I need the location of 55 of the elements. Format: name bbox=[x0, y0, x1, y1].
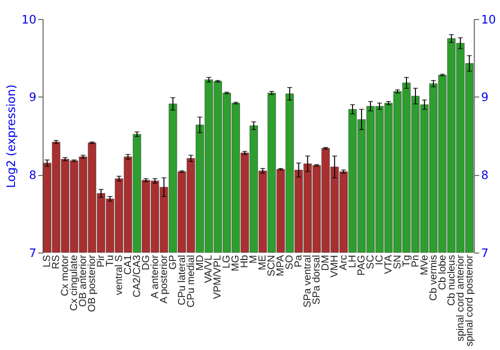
x-tick-label: LH bbox=[347, 254, 358, 268]
x-tick-label: SN bbox=[392, 254, 404, 270]
x-tick-label: VMH bbox=[330, 254, 340, 278]
x-tick-label: MPA bbox=[276, 254, 287, 276]
x-tick-label: A anterior bbox=[150, 254, 161, 298]
x-tick-label: CA1 bbox=[122, 254, 134, 275]
y2-tick-label: 7 bbox=[481, 246, 488, 260]
x-tick-label: MG bbox=[230, 254, 242, 272]
x-tick-label: CA2/CA3 bbox=[132, 254, 143, 298]
x-tick-label: Pn bbox=[410, 254, 422, 268]
x-tick-label: LG bbox=[222, 254, 233, 269]
x-tick-label: CPu medial bbox=[186, 254, 197, 308]
x-tick-label: LS bbox=[42, 254, 54, 268]
x-tick-label: PAG bbox=[356, 254, 368, 276]
y-tick-label: 7 bbox=[28, 246, 36, 260]
x-tick-label: SCN bbox=[266, 254, 278, 276]
x-tick-label: MVe bbox=[419, 254, 430, 276]
x-tick-label: Pa bbox=[294, 254, 305, 268]
x-tick-label: Arc bbox=[338, 254, 350, 270]
y-tick-label: 10 bbox=[22, 12, 36, 26]
x-tick-label: Cb lobe bbox=[437, 254, 448, 290]
y-axis-title: Log2 (expression) bbox=[4, 84, 18, 188]
x-tick-label: M bbox=[248, 254, 260, 264]
x-tick-label: SC bbox=[365, 254, 376, 270]
x-tick-label: VA/VL bbox=[204, 254, 215, 284]
y-tick-label: 8 bbox=[28, 168, 36, 182]
x-tick-label: Pir bbox=[96, 254, 107, 268]
x-tick-label: DM bbox=[320, 254, 332, 271]
x-tick-label: GP bbox=[168, 254, 179, 270]
x-tick-label: spinal cord anterior bbox=[455, 254, 466, 342]
x-tick-label: Cx motor bbox=[60, 254, 71, 296]
x-tick-label: SPa dorsal bbox=[312, 254, 323, 305]
x-tick-label: ME bbox=[258, 254, 269, 270]
x-tick-label: CPu lateral bbox=[176, 254, 188, 306]
y2-tick-label: 9 bbox=[481, 90, 488, 104]
x-tick-label: ventral S bbox=[114, 254, 125, 296]
x-tick-label: A posterior bbox=[158, 254, 170, 304]
x-tick-label: IC bbox=[374, 254, 386, 266]
x-tick-label: spinal cord posterior bbox=[464, 254, 476, 346]
x-tick-label: VTA bbox=[383, 254, 394, 274]
x-tick-label: Cx cingulate bbox=[68, 254, 80, 311]
x-tick-label: Tg bbox=[401, 254, 412, 267]
x-tick-label: Cb nucleus bbox=[446, 254, 458, 306]
x-tick-label: OB posterior bbox=[86, 254, 98, 312]
y2-tick-label: 8 bbox=[481, 168, 488, 182]
x-tick-label: DG bbox=[140, 254, 152, 270]
x-tick-label: Hb bbox=[240, 254, 251, 268]
x-tick-label: VPM/VPL bbox=[212, 254, 224, 300]
x-tick-label: SO bbox=[284, 254, 296, 270]
x-tick-label: RS bbox=[51, 254, 62, 270]
y2-tick-label: 10 bbox=[481, 12, 496, 26]
x-tick-label: Tu bbox=[104, 254, 116, 266]
x-tick-label: Cb vermis bbox=[428, 254, 440, 301]
x-tick-label: OB anterior bbox=[78, 254, 89, 307]
y-tick-label: 9 bbox=[28, 90, 36, 104]
